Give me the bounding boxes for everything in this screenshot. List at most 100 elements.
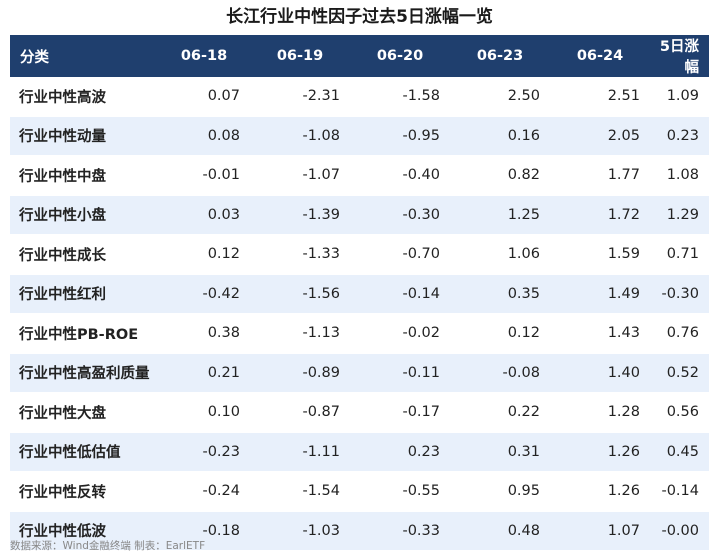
value-cell: 0.31 [450,432,550,472]
value-cell: -0.23 [158,432,250,472]
table-row: 行业中性小盘 0.03 -1.39 -0.30 1.25 1.72 1.29 [10,195,709,235]
column-header-date: 06-19 [250,35,350,77]
table-row: 行业中性红利 -0.42 -1.56 -0.14 0.35 1.49 -0.30 [10,274,709,314]
factor-name-cell: 行业中性高波 [10,77,158,117]
value-cell: 1.29 [650,195,709,235]
value-cell: -1.33 [250,234,350,275]
value-cell: -1.11 [250,432,350,472]
value-cell: -1.54 [250,471,350,512]
table-row: 行业中性高盈利质量 0.21 -0.89 -0.11 -0.08 1.40 0.52 [10,353,709,393]
value-cell: 2.05 [550,116,650,156]
value-cell: 0.56 [650,392,709,433]
value-cell: -2.31 [250,77,350,117]
value-cell: -0.30 [350,195,450,235]
value-cell: -0.70 [350,234,450,275]
value-cell: 0.10 [158,392,250,433]
value-cell: 1.08 [650,155,709,196]
value-cell: -0.33 [350,511,450,551]
value-cell: 0.08 [158,116,250,156]
value-cell: 0.95 [450,471,550,512]
value-cell: 0.48 [450,511,550,551]
table-row: 行业中性低估值 -0.23 -1.11 0.23 0.31 1.26 0.45 [10,432,709,472]
column-header-date: 06-24 [550,35,650,77]
column-header-5day-change: 5日涨幅 [650,35,709,77]
value-cell: 0.82 [450,155,550,196]
value-cell: 0.22 [450,392,550,433]
value-cell: -1.03 [250,511,350,551]
table-row: 行业中性大盘 0.10 -0.87 -0.17 0.22 1.28 0.56 [10,392,709,433]
factor-name-cell: 行业中性小盘 [10,195,158,235]
value-cell: -0.24 [158,471,250,512]
value-cell: -0.89 [250,353,350,393]
table-header-row: 分类 06-18 06-19 06-20 06-23 06-24 5日涨幅 [10,35,709,77]
table-body: 行业中性高波 0.07 -2.31 -1.58 2.50 2.51 1.09 行业中性动量 0.… [10,77,709,551]
value-cell: -0.14 [650,471,709,512]
value-cell: -0.11 [350,353,450,393]
factor-name-cell: 行业中性成长 [10,234,158,275]
value-cell: -1.56 [250,274,350,314]
value-cell: -0.55 [350,471,450,512]
factor-name-cell: 行业中性PB-ROE [10,313,158,354]
value-cell: 1.07 [550,511,650,551]
value-cell: 0.52 [650,353,709,393]
value-cell: 0.07 [158,77,250,117]
value-cell: 1.09 [650,77,709,117]
table-title: 长江行业中性因子过去5日涨幅一览 [226,7,493,27]
value-cell: 1.25 [450,195,550,235]
value-cell: 2.51 [550,77,650,117]
value-cell: -1.08 [250,116,350,156]
table-row: 行业中性反转 -0.24 -1.54 -0.55 0.95 1.26 -0.14 [10,471,709,512]
value-cell: 0.23 [650,116,709,156]
column-header-category: 分类 [10,35,158,77]
factor-name-cell: 行业中性大盘 [10,392,158,433]
value-cell: 0.12 [450,313,550,354]
value-cell: -1.13 [250,313,350,354]
value-cell: -0.01 [158,155,250,196]
table-row: 行业中性动量 0.08 -1.08 -0.95 0.16 2.05 0.23 [10,116,709,156]
factor-returns-table: 分类 06-18 06-19 06-20 06-23 06-24 5日涨幅 行业… [10,35,709,551]
value-cell: -0.17 [350,392,450,433]
value-cell: 0.35 [450,274,550,314]
value-cell: 1.49 [550,274,650,314]
value-cell: -0.08 [450,353,550,393]
value-cell: -0.02 [350,313,450,354]
table-row: 行业中性高波 0.07 -2.31 -1.58 2.50 2.51 1.09 [10,77,709,117]
value-cell: 0.38 [158,313,250,354]
table-row: 行业中性PB-ROE 0.38 -1.13 -0.02 0.12 1.43 0.76 [10,313,709,354]
table-row: 行业中性成长 0.12 -1.33 -0.70 1.06 1.59 0.71 [10,234,709,275]
value-cell: -0.14 [350,274,450,314]
value-cell: 0.71 [650,234,709,275]
factor-name-cell: 行业中性反转 [10,471,158,512]
value-cell: 0.23 [350,432,450,472]
value-cell: 1.26 [550,432,650,472]
value-cell: 2.50 [450,77,550,117]
value-cell: -0.40 [350,155,450,196]
value-cell: -1.58 [350,77,450,117]
value-cell: 1.40 [550,353,650,393]
value-cell: 0.03 [158,195,250,235]
value-cell: 1.28 [550,392,650,433]
value-cell: -0.87 [250,392,350,433]
value-cell: 0.76 [650,313,709,354]
value-cell: 1.59 [550,234,650,275]
value-cell: -0.30 [650,274,709,314]
value-cell: -1.39 [250,195,350,235]
column-header-date: 06-20 [350,35,450,77]
value-cell: 0.45 [650,432,709,472]
value-cell: 1.72 [550,195,650,235]
table-row: 行业中性低波 -0.18 -1.03 -0.33 0.48 1.07 -0.00 [10,511,709,551]
factor-name-cell: 行业中性低波 [10,511,158,551]
factor-name-cell: 行业中性低估值 [10,432,158,472]
value-cell: 0.12 [158,234,250,275]
value-cell: 1.77 [550,155,650,196]
factor-name-cell: 行业中性动量 [10,116,158,156]
table-row: 行业中性中盘 -0.01 -1.07 -0.40 0.82 1.77 1.08 [10,155,709,196]
factor-name-cell: 行业中性中盘 [10,155,158,196]
value-cell: -0.42 [158,274,250,314]
value-cell: -0.95 [350,116,450,156]
column-header-date: 06-18 [158,35,250,77]
value-cell: -0.00 [650,511,709,551]
column-header-date: 06-23 [450,35,550,77]
value-cell: -0.18 [158,511,250,551]
value-cell: 1.06 [450,234,550,275]
